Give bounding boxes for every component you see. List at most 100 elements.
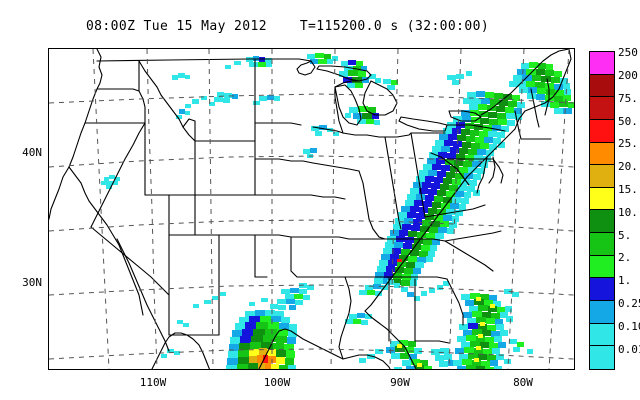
colorbar-band-200-75 [590,74,614,98]
state-border-ia-mo [312,162,360,172]
gridline-lon-85w [448,49,462,369]
state-border-nj [492,158,504,184]
state-border-ga-fl [414,340,450,344]
colorbar-band-1-025 [590,278,614,301]
gridline-lon-110w [146,49,158,369]
gridline-lat-25n [49,348,574,360]
colorbar-band-025-010 [590,300,614,324]
gridline-lon-75w [548,49,570,369]
colorbar-band-15-10 [590,187,614,211]
state-border-oh-wv-pa [430,152,470,186]
gridline-lon-115w [92,49,110,369]
gridline-lat-40n [49,155,574,168]
state-border-ky-tn [384,238,446,242]
coastline-lake-superior [316,65,372,82]
figure-title: 08:00Z Tue 15 May 2012 T=115200.0 s (32:… [85,19,490,34]
state-border-in-mi [384,132,412,138]
colorbar-band-below-001 [590,346,614,369]
state-border-il-in [384,136,402,230]
colorbar-label-75: 75. [618,92,638,105]
precip-south-texas [161,283,314,369]
colorbar-band-250-200 [590,52,614,75]
colorbar-label-200: 200. [618,69,640,82]
state-border-mn-ia [312,126,344,134]
coastline-great-lakes [296,60,316,76]
precip-mid-atlantic [359,280,449,301]
state-border-nv-ca [90,122,146,228]
map-borders-layer [49,49,572,369]
lat-tick-label-30n: 30N [22,276,42,289]
colorbar-band-10-5 [590,210,614,233]
gridline-lat-45n [49,93,574,104]
colorbar-band-2-1 [590,255,614,279]
colorbar-band-20-15 [590,165,614,188]
state-border-vt-nh [530,88,540,128]
state-border-ok-tx [290,236,346,278]
lon-tick-label-100w: 100W [263,376,291,389]
state-border-mi-wi [334,80,360,88]
state-border-sd-nd [254,122,302,126]
coastline-lake-erie [398,116,448,132]
gridline-lon-90w [389,49,399,369]
state-border-ks-ne [298,194,346,200]
state-border-nm-mex [168,322,220,336]
colorbar-label-250: 250. [618,46,640,59]
lon-tick-label-80w: 80W [513,376,533,389]
state-border-va-nc [444,230,502,242]
colorbar-label-15: 15. [618,183,638,196]
coastline-california [68,166,144,316]
graticule-layer [49,49,574,369]
state-border-ga-sc [446,278,464,326]
colorbar-band-75-50 [590,97,614,120]
colorbar-label-20: 20. [618,160,638,173]
border-stlawrence [480,49,570,116]
border-canada-49n [96,58,312,62]
map-plot-area [48,48,575,370]
lon-tick-label-90w: 90W [390,376,410,389]
colorbar-label-25: 25. [618,137,638,150]
gridline-lon-105w [208,49,214,369]
state-border-pa-ny [446,124,506,132]
gridline-lon-95w [330,49,336,369]
coastline-pacific [49,49,103,220]
colorbar-band-25-20 [590,142,614,166]
state-border-id-mt [138,60,196,142]
colorbar-band-010-001 [590,323,614,347]
colorbar-band-50-25 [590,119,614,143]
coastline-lake-michigan [334,84,362,126]
state-border-ks-ok [290,236,350,240]
state-border-tx-ok-pan [254,234,268,278]
state-border-ne-sd [254,158,314,164]
state-border-in-oh [410,132,426,218]
coastline-chesapeake [476,156,488,194]
precipitation-colorbar [589,51,615,370]
state-border-nc-sc [444,240,494,272]
precip-northeast [374,62,574,286]
state-border-mn-wi [334,86,344,134]
coastline-southeast [342,310,417,369]
coastline-delmarva [488,156,496,184]
state-border-ny-vt-ma [514,110,522,140]
colorbar-label-010: 0.10 [618,320,640,333]
colorbar-label-50: 50. [618,115,638,128]
state-border-az-ca [90,226,170,296]
state-border-wa-or [96,88,140,92]
gridline-lat-30n [49,284,574,296]
colorbar-label-2: 2. [618,251,632,264]
colorbar-label-10: 10. [618,206,638,219]
state-border-me-nh [544,78,550,116]
state-border-mo-il [358,170,386,240]
gridline-lat-35n [49,219,574,232]
lat-tick-label-40n: 40N [22,146,42,159]
state-border-or-id [138,90,146,124]
coastline-gulf [258,328,344,369]
colorbar-label-025: 0.25 [618,297,640,310]
state-border-tn-ms-al [388,276,448,280]
lon-tick-label-110w: 110W [139,376,167,389]
colorbar-label-1: 1. [618,274,632,287]
precip-great-basin [101,175,120,189]
coastline-baja [116,238,170,352]
coastline-lake-huron-erie [362,80,398,116]
colorbar-label-001: 0.01 [618,343,640,356]
